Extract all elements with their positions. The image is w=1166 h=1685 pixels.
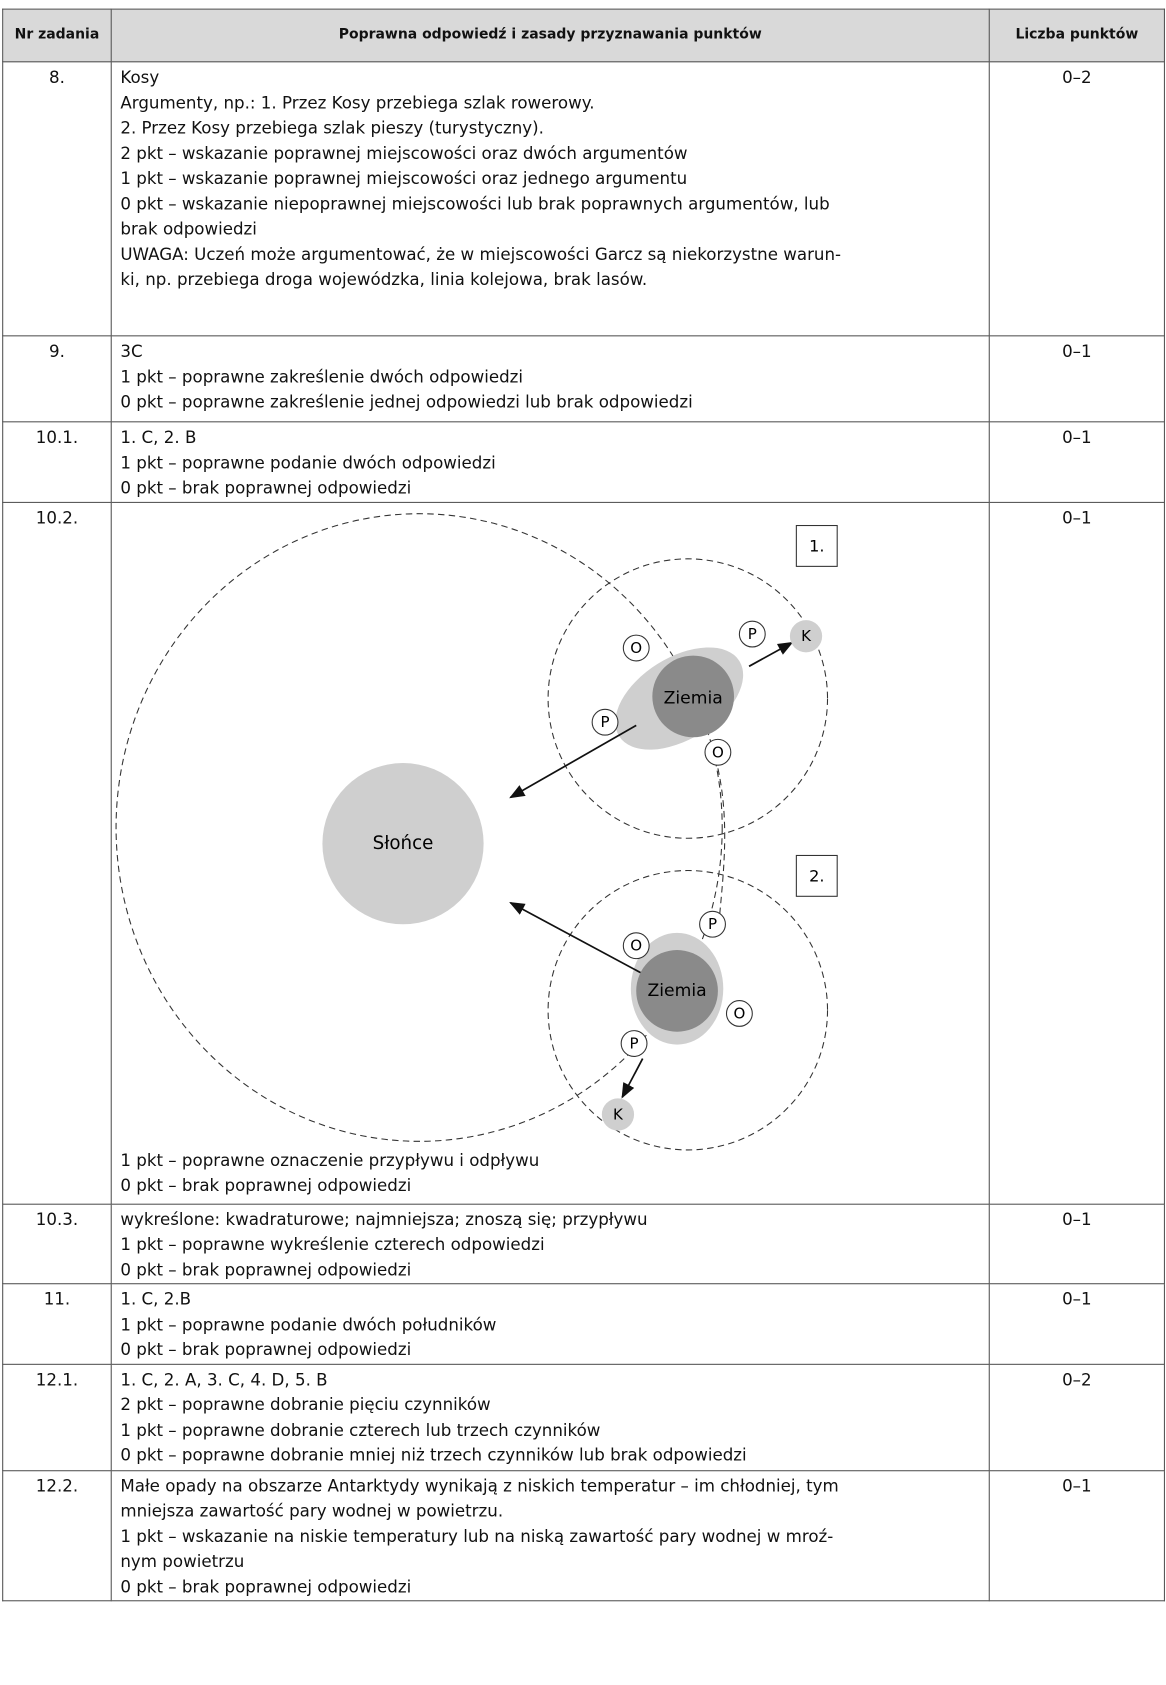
answer-line: 1 pkt – poprawne oznaczenie przypływu i …: [120, 1150, 540, 1170]
points: 0–2: [988, 61, 1165, 337]
row: 9. 3C 1 pkt – poprawne zakreślenie dwóch o…: [2, 335, 1165, 423]
answer-cell: Małe opady na obszarze Antarktydy wynika…: [110, 1469, 990, 1602]
answer-line: 2 pkt – wskazanie poprawnej miejscowości…: [120, 143, 688, 163]
answer-line: 2 pkt – poprawne dobranie pięciu czynnik…: [120, 1394, 491, 1415]
row: 12.1. 1. C, 2. A, 3. C, 4. D, 5. B 2 pkt –…: [2, 1363, 1165, 1471]
points: 0–1: [988, 421, 1165, 503]
answer-line: Kosy: [120, 67, 160, 88]
row: 10.3. wykreślone: kwadraturowe; najmniejs…: [2, 1203, 1165, 1285]
task-number: 8.: [2, 61, 112, 337]
task-number: 10.2.: [2, 501, 112, 1205]
answer-line: 1. C, 2.B: [120, 1289, 192, 1309]
answer-line: 0 pkt – poprawne zakreślenie jednej odpo…: [120, 392, 693, 412]
answer-line: nym powietrzu: [120, 1551, 245, 1572]
answer-cell: 3C 1 pkt – poprawne zakreślenie dwóch odp…: [110, 335, 990, 423]
answer-line: UWAGA: Uczeń może argumentować, że w mie…: [120, 244, 842, 264]
answer-line: mniejsza zawartość pary wodnej w powietr…: [120, 1501, 504, 1521]
points: 0–1: [988, 335, 1165, 423]
header-nr: Nr zadania: [2, 8, 112, 63]
answer-line: 0 pkt – brak poprawnej odpowiedzi: [120, 1577, 412, 1597]
points: 0–1: [988, 1203, 1165, 1285]
answer-line: 0 pkt – poprawne dobranie mniej niż trze…: [120, 1445, 747, 1465]
task-number: 10.3.: [2, 1203, 112, 1285]
header-answer: Poprawna odpowiedź i zasady przyznawania…: [110, 8, 990, 63]
answer-line: 1 pkt – poprawne podanie dwóch południkó…: [120, 1314, 497, 1335]
points: 0–1: [988, 501, 1165, 1205]
answer-cell: 1 pkt – poprawne oznaczenie przypływu i …: [110, 501, 990, 1205]
row: 11. 1. C, 2.B 1 pkt – poprawne podanie dwó…: [2, 1283, 1165, 1365]
row: 10.1. 1. C, 2. B 1 pkt – poprawne podanie …: [2, 421, 1165, 503]
answer-line: 1 pkt – poprawne podanie dwóch odpowiedz…: [120, 452, 496, 473]
answer-line: Małe opady na obszarze Antarktydy wynika…: [120, 1476, 839, 1496]
answer-line: 0 pkt – wskazanie niepoprawnej miejscowo…: [120, 193, 830, 214]
answer-line: 0 pkt – brak poprawnej odpowiedzi: [120, 1175, 412, 1196]
answer-cell: 1. C, 2. B 1 pkt – poprawne podanie dwóch…: [110, 421, 990, 503]
answer-cell: 1. C, 2.B 1 pkt – poprawne podanie dwóch …: [110, 1283, 990, 1365]
answer-line: 1. C, 2. A, 3. C, 4. D, 5. B: [120, 1369, 328, 1390]
points: 0–1: [988, 1469, 1165, 1602]
answer-line: 1 pkt – poprawne zakreślenie dwóch odpow…: [120, 367, 524, 387]
answer-line: wykreślone: kwadraturowe; najmniejsza; z…: [120, 1209, 648, 1229]
header-row: Nr zadania Poprawna odpowiedź i zasady p…: [2, 8, 1165, 63]
task-number: 9.: [2, 335, 112, 423]
answer-line: ki, np. przebiega droga wojewódzka, lini…: [120, 269, 648, 290]
scoring-table: Nr zadania Poprawna odpowiedź i zasady p…: [2, 8, 1165, 1602]
row: 12.2. Małe opady na obszarze Antarktydy w…: [2, 1469, 1165, 1602]
answer-line: 1 pkt – poprawne wykreślenie czterech od…: [120, 1234, 545, 1255]
points: 0–1: [988, 1283, 1165, 1365]
task-number: 12.2.: [2, 1469, 112, 1602]
answer-line: Argumenty, np.: 1. Przez Kosy przebiega …: [120, 92, 595, 113]
row: 10.2. 1 pkt – poprawne oznaczenie przypły…: [2, 501, 1165, 1205]
answer-line: 1 pkt – wskazanie na niskie temperatury …: [120, 1526, 834, 1546]
answer-line: 1 pkt – wskazanie poprawnej miejscowości…: [120, 168, 688, 189]
answer-line: brak odpowiedzi: [120, 219, 257, 239]
answer-line: 0 pkt – brak poprawnej odpowiedzi: [120, 1260, 412, 1280]
answer-line: 1 pkt – poprawne dobranie czterech lub t…: [120, 1420, 601, 1440]
header-points: Liczba punktów: [988, 8, 1165, 63]
task-number: 11.: [2, 1283, 112, 1365]
answer-line: 0 pkt – brak poprawnej odpowiedzi: [120, 1340, 412, 1360]
answer-line: 3C: [120, 341, 143, 362]
answer-line: 2. Przez Kosy przebiega szlak pieszy (tu…: [120, 118, 544, 138]
answer-line: 1. C, 2. B: [120, 427, 197, 448]
task-number: 12.1.: [2, 1363, 112, 1471]
answer-line: 0 pkt – brak poprawnej odpowiedzi: [120, 478, 412, 498]
points: 0–2: [988, 1363, 1165, 1471]
answer-cell: Kosy Argumenty, np.: 1. Przez Kosy przebi…: [110, 61, 990, 337]
answer-cell: wykreślone: kwadraturowe; najmniejsza; z…: [110, 1203, 990, 1285]
row: 8. Kosy Argumenty, np.: 1. Przez Kosy prze…: [2, 61, 1165, 337]
task-number: 10.1.: [2, 421, 112, 503]
answer-cell: 1. C, 2. A, 3. C, 4. D, 5. B 2 pkt – popr…: [110, 1363, 990, 1471]
